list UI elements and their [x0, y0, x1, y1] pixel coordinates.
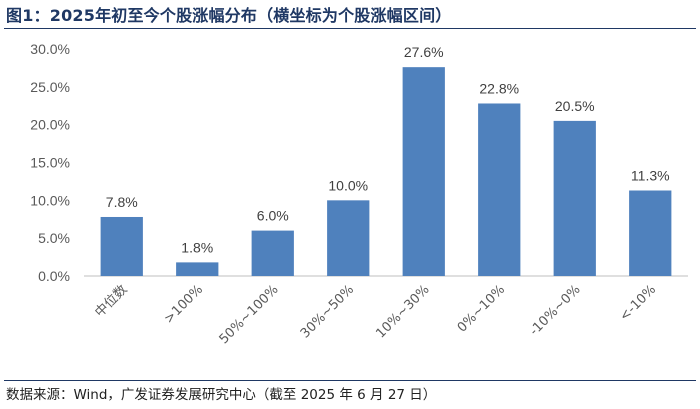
- bar: [629, 190, 672, 276]
- y-tick-label: 5.0%: [38, 230, 70, 246]
- footer-divider: [4, 380, 696, 381]
- bars: [100, 67, 672, 276]
- bar: [176, 262, 219, 276]
- x-tick-label: -10%~0%: [527, 282, 584, 339]
- y-tick-label: 0.0%: [38, 268, 70, 284]
- data-labels: 7.8% 1.8% 6.0% 10.0% 27.6% 22.8% 20.5% 11.3%: [106, 44, 670, 255]
- x-axis: 中位数 >100% 50%~100% 30%~50% 10%~30% 0%~10% -10%…: [84, 275, 688, 347]
- bar: [251, 230, 294, 276]
- bar: [478, 103, 521, 276]
- bar: [553, 120, 596, 276]
- x-tick-label: 30%~50%: [298, 282, 357, 341]
- data-label: 11.3%: [631, 167, 670, 183]
- data-label: 7.8%: [106, 194, 138, 210]
- data-label: 6.0%: [257, 208, 289, 224]
- data-label: 1.8%: [181, 239, 213, 255]
- figure-title: 图1：2025年初至今个股涨幅分布（横坐标为个股涨幅区间）: [6, 6, 452, 25]
- data-label: 22.8%: [479, 80, 519, 96]
- data-label: 10.0%: [328, 177, 368, 193]
- y-tick-label: 10.0%: [30, 192, 70, 208]
- title-divider: [4, 28, 696, 29]
- bar: [327, 200, 370, 276]
- data-label: 20.5%: [555, 98, 595, 114]
- x-tick-label: 10%~30%: [373, 282, 432, 341]
- y-tick-label: 15.0%: [30, 155, 70, 171]
- data-label: 27.6%: [404, 44, 444, 60]
- bar-chart: 0.0% 5.0% 10.0% 15.0% 20.0% 25.0% 30.0% 中位数 >10…: [30, 41, 688, 347]
- x-tick-label: >100%: [161, 282, 206, 327]
- x-tick-label: <-10%: [617, 282, 659, 324]
- y-tick-label: 30.0%: [30, 41, 70, 57]
- bar: [402, 67, 445, 276]
- x-tick-label: 50%~100%: [217, 282, 282, 347]
- x-tick-label: 0%~10%: [455, 282, 508, 335]
- y-tick-label: 25.0%: [30, 79, 70, 95]
- bar: [100, 216, 143, 276]
- y-axis: 0.0% 5.0% 10.0% 15.0% 20.0% 25.0% 30.0%: [30, 41, 70, 284]
- source-note: 数据来源：Wind，广发证券发展研究中心（截至 2025 年 6 月 27 日）: [6, 387, 437, 403]
- x-tick-label: 中位数: [92, 282, 130, 320]
- y-tick-label: 20.0%: [30, 117, 70, 133]
